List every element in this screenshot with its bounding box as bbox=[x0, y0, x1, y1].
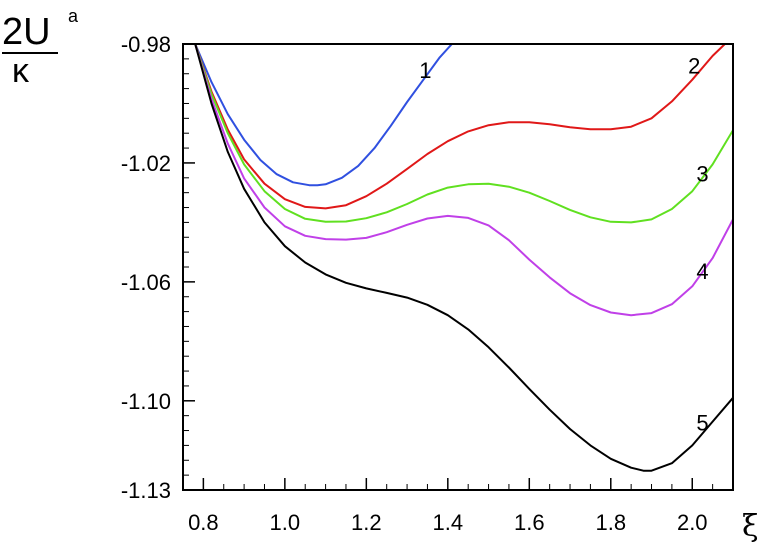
y-axis-label-numerator: 2U bbox=[2, 11, 51, 53]
x-tick-label: 1.2 bbox=[351, 510, 382, 535]
y-axis-label-denominator: κ bbox=[12, 52, 30, 90]
x-axis-label: ξ bbox=[742, 509, 759, 544]
curve-label-5: 5 bbox=[696, 411, 708, 436]
x-tick-label: 0.8 bbox=[188, 510, 219, 535]
y-tick-label: -0.98 bbox=[121, 32, 171, 57]
x-tick-label: 1.0 bbox=[270, 510, 301, 535]
y-tick-label: -1.02 bbox=[121, 151, 171, 176]
curve-label-1: 1 bbox=[419, 58, 431, 83]
axis-tick-labels: 0.8 1.0 1.2 1.4 1.6 1.8 2.0 -0.98 -1.02 -1.06 -1.1… bbox=[121, 32, 708, 535]
x-tick-label: 2.0 bbox=[677, 510, 708, 535]
series-line-3 bbox=[194, 44, 733, 224]
curve-labels: 1 2 3 4 5 bbox=[419, 54, 708, 436]
curve-label-2: 2 bbox=[688, 54, 700, 79]
series-line-1 bbox=[194, 44, 453, 187]
y-axis-label-superscript: a bbox=[68, 6, 79, 26]
y-axis-label: 2U a κ bbox=[2, 6, 79, 90]
curve-label-4: 4 bbox=[696, 259, 708, 284]
y-tick-label: -1.10 bbox=[121, 389, 171, 414]
axis-ticks bbox=[183, 43, 734, 491]
plot-area bbox=[194, 44, 733, 472]
plot-frame bbox=[182, 43, 734, 491]
series-line-5 bbox=[194, 44, 733, 472]
x-tick-label: 1.8 bbox=[595, 510, 626, 535]
series-line-2 bbox=[194, 44, 726, 210]
series-line-4 bbox=[194, 44, 733, 317]
curve-label-3: 3 bbox=[696, 162, 708, 187]
x-tick-label: 1.6 bbox=[514, 510, 545, 535]
y-tick-label: -1.06 bbox=[121, 270, 171, 295]
y-tick-label: -1.13 bbox=[121, 478, 171, 503]
x-tick-label: 1.4 bbox=[433, 510, 464, 535]
